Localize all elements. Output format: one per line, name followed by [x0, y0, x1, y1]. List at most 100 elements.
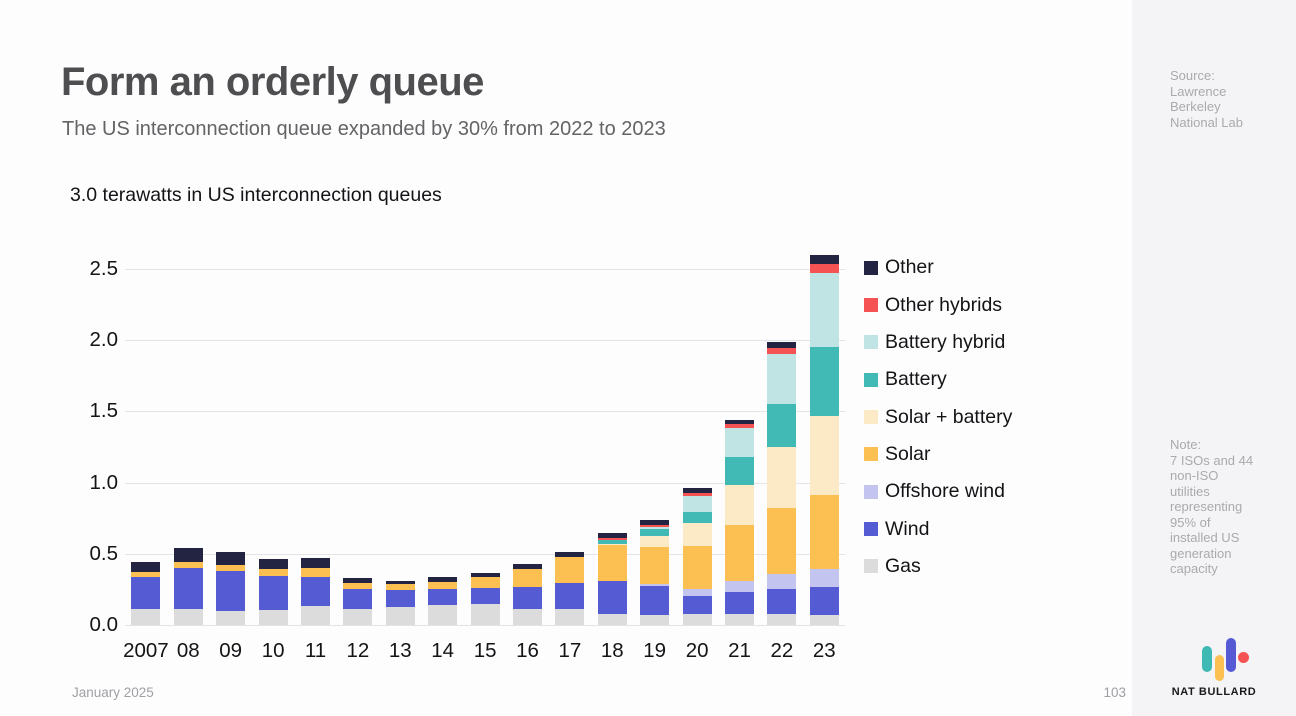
gridline: [125, 340, 845, 342]
bar-segment: [385, 607, 415, 625]
bar-segment: [640, 526, 670, 529]
legend-swatch: [864, 484, 878, 499]
chart-legend: Other Other hybrids Battery hybrid Battery S…: [864, 249, 1012, 585]
y-axis-tick-label: 1.5: [89, 399, 119, 423]
bar-segment: [513, 568, 542, 588]
y-axis-tick-label: 0.5: [89, 541, 119, 565]
bar-segment: [428, 588, 458, 606]
legend-item: Solar + battery: [864, 398, 1012, 435]
bar-segment: [597, 533, 627, 538]
legend-item: Other hybrids: [864, 286, 1012, 323]
bar-segment: [131, 576, 161, 610]
bar-segment: [640, 584, 670, 586]
methodology-note: Note: 7 ISOs and 44 non-ISO utilities re…: [1170, 437, 1254, 576]
logo-red-dot: [1237, 651, 1249, 663]
legend-label: Solar: [885, 442, 931, 465]
y-axis-tick-label: 2.0: [89, 328, 119, 352]
legend-label: Gas: [885, 554, 921, 577]
bar-segment: [428, 581, 458, 589]
bar-segment: [258, 569, 288, 576]
bar-segment: [725, 419, 754, 425]
legend-swatch: [864, 372, 878, 387]
bar-segment: [640, 615, 670, 625]
bar-segment: [725, 613, 754, 625]
bar-segment: [640, 524, 670, 527]
bar-segment: [725, 428, 754, 457]
bar-segment: [767, 589, 797, 614]
bar-segment: [809, 415, 839, 496]
page-title: Form an orderly queue: [61, 60, 484, 104]
legend-item: Solar: [864, 436, 1012, 473]
bar-segment: [131, 609, 161, 625]
bar-segment: [301, 606, 330, 625]
legend-swatch: [864, 559, 878, 574]
x-axis-tick-label: 22: [770, 639, 794, 662]
bar-segment: [682, 545, 712, 589]
bar-segment: [725, 424, 754, 429]
bar-segment: [640, 520, 670, 525]
bar-segment: [767, 348, 797, 355]
x-axis-tick-label: 21: [728, 639, 751, 662]
bar-segment: [513, 608, 542, 625]
gridline: [125, 625, 845, 626]
bar-segment: [767, 508, 797, 574]
legend-item: Battery: [864, 361, 1012, 398]
bar-segment: [258, 610, 288, 625]
legend-label: Wind: [885, 517, 930, 540]
bar-segment: [428, 577, 458, 582]
legend-swatch: [864, 522, 878, 537]
legend-swatch: [864, 447, 878, 462]
bar-segment: [767, 354, 797, 405]
legend-item: Gas: [864, 548, 1012, 585]
legend-label: Solar + battery: [885, 405, 1013, 428]
gridline: [125, 553, 845, 555]
bar-segment: [725, 485, 754, 526]
bar-segment: [597, 580, 627, 614]
bar-segment: [343, 609, 373, 625]
bar-segment: [640, 536, 670, 547]
y-axis-tick-label: 1.0: [89, 470, 119, 494]
bar-segment: [809, 495, 839, 570]
bar-segment: [682, 493, 712, 497]
bar-segment: [597, 613, 627, 625]
bar-segment: [385, 584, 415, 591]
legend-label: Offshore wind: [885, 480, 1005, 503]
bar-segment: [640, 585, 670, 616]
bar-segment: [343, 578, 373, 583]
legend-swatch: [864, 260, 878, 275]
bar-segment: [725, 580, 754, 592]
legend-item: Other: [864, 249, 1012, 286]
legend-item: Offshore wind: [864, 473, 1012, 510]
bar-segment: [682, 496, 712, 512]
bar-segment: [216, 570, 246, 611]
bar-segment: [173, 608, 203, 625]
gridline: [125, 482, 845, 484]
x-axis-tick-label: 11: [304, 639, 327, 662]
bar-segment: [555, 556, 585, 583]
right-sidebar: Source: Lawrence Berkeley National Lab N…: [1132, 0, 1296, 716]
x-axis-tick-label: 20: [685, 639, 709, 662]
bar-segment: [385, 590, 415, 608]
bar-segment: [301, 577, 330, 607]
bar-segment: [173, 568, 203, 609]
bar-segment: [258, 575, 288, 611]
bar-segment: [513, 587, 542, 609]
bar-segment: [173, 548, 203, 562]
bar-segment: [682, 595, 712, 614]
x-axis-tick-label: 23: [812, 639, 836, 662]
x-axis-tick-label: 16: [516, 639, 539, 662]
bar-segment: [258, 559, 288, 570]
bar-segment: [597, 545, 627, 581]
bar-segment: [725, 591, 754, 614]
bar-segment: [216, 610, 246, 625]
bar-segment: [216, 565, 246, 571]
stacked-bar-chart: 0.0 0.5 1.0 1.5 2.0 2.5 2007 08 09 10 11 12 13 14 15 16…: [89, 254, 845, 662]
chart-title: 3.0 terawatts in US interconnection queu…: [70, 184, 442, 206]
y-axis-tick-label: 0.0: [89, 613, 119, 636]
x-axis-tick-label: 2007: [123, 639, 169, 662]
legend-label: Other hybrids: [885, 293, 1003, 316]
bar-segment: [597, 539, 627, 544]
bar-segment: [173, 561, 203, 569]
x-axis-tick-label: 17: [558, 639, 582, 662]
bar-segment: [767, 613, 797, 625]
